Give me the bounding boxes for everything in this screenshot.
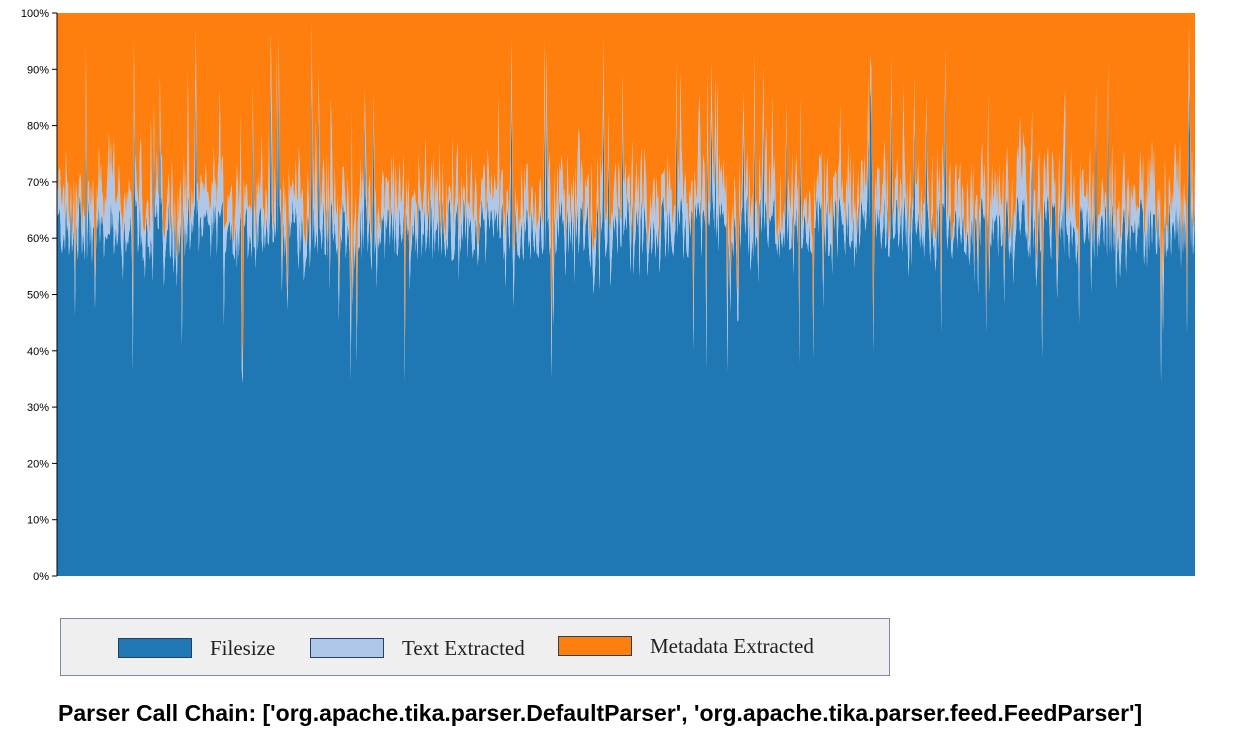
legend-label-metadata-extracted: Metadata Extracted — [650, 633, 814, 658]
y-tick-label: 60% — [27, 233, 49, 245]
stacked-area-chart: 0% 10% 20% 30% 40% 50% 60% 70% 80% 90% 100% — [21, 8, 1195, 583]
y-tick-label: 70% — [27, 177, 49, 189]
y-tick-label: 20% — [27, 458, 49, 470]
legend-item-metadata-extracted: Metadata Extracted — [558, 634, 814, 658]
plot-area — [57, 13, 1195, 576]
legend-swatch-text-extracted — [310, 638, 384, 658]
legend: Filesize Text Extracted Metadata Extract… — [60, 618, 890, 676]
y-tick-label: 50% — [27, 290, 49, 302]
legend-swatch-metadata-extracted — [558, 636, 632, 656]
legend-item-filesize: Filesize — [118, 636, 275, 660]
series-area-filesize — [57, 72, 1195, 576]
legend-label-filesize: Filesize — [210, 635, 276, 660]
legend-swatch-filesize — [118, 638, 192, 658]
y-tick-label: 100% — [21, 8, 49, 20]
legend-label-text-extracted: Text Extracted — [402, 635, 525, 660]
y-axis-ticks: 0% 10% 20% 30% 40% 50% 60% 70% 80% 90% 100% — [21, 8, 57, 583]
y-tick-label: 10% — [27, 515, 49, 527]
y-tick-label: 40% — [27, 346, 49, 358]
legend-item-text-extracted: Text Extracted — [310, 636, 525, 660]
series-area-metadata-extracted — [57, 13, 1195, 369]
y-tick-label: 0% — [33, 571, 49, 583]
chart-footer-title: Parser Call Chain: ['org.apache.tika.par… — [58, 700, 1143, 726]
y-tick-label: 90% — [27, 64, 49, 76]
y-tick-label: 30% — [27, 402, 49, 414]
y-tick-label: 80% — [27, 121, 49, 133]
series-area-text-extracted — [57, 21, 1195, 385]
